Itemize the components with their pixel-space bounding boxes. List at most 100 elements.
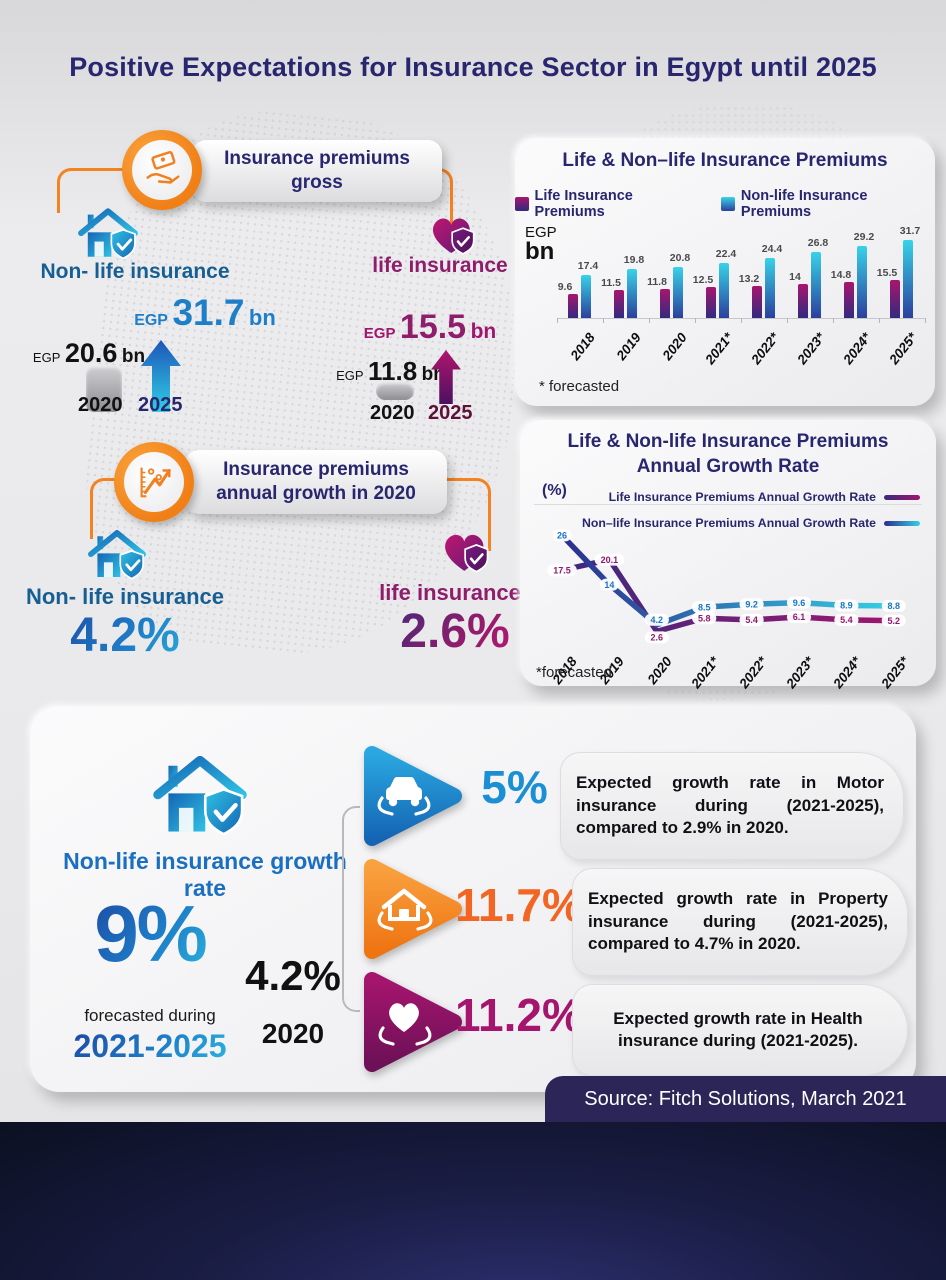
line-chart-svg: 17.5 20.1 2.6 5.8 5.4 6.1 5.4 5.2 26 14 4.2 8.5 9.2 9… — [547, 529, 906, 644]
bar-value-label: 11.5 — [601, 276, 621, 289]
nonlife-year-start: 2020 — [78, 394, 123, 416]
bar-nonlife-2020 — [673, 266, 683, 318]
point-label: 5.2 — [888, 616, 901, 626]
x-tick-label: 2025* — [878, 654, 912, 692]
life-year-end: 2025 — [428, 402, 473, 424]
house-shield-icon — [88, 530, 146, 580]
property-growth-value: 11.7% — [455, 879, 583, 931]
bar-value-label: 14.8 — [830, 268, 852, 281]
divider-line — [534, 504, 922, 505]
growth-nonlife-value: 4.2% — [20, 608, 230, 663]
bar-life-2024* — [844, 281, 854, 318]
point-label-pill — [834, 613, 859, 626]
point-label: 17.5 — [553, 565, 571, 575]
bar-nonlife-2018 — [581, 275, 591, 318]
life-up-arrow — [431, 350, 461, 404]
nonlife-growth-legend-label: Non–life Insurance Premiums Annual Growt… — [581, 516, 876, 530]
connector-right-growth — [442, 478, 491, 551]
bar-chart-footnote: * forecasted — [539, 378, 620, 395]
property-growth-desc: Expected growth rate in Property insuran… — [572, 868, 908, 976]
x-tick-label: 2019 — [613, 330, 644, 363]
nonlife-legend-label: Non-life Insurance Premiums — [740, 188, 868, 220]
growth-chart-icon — [114, 442, 194, 522]
nonlife-up-arrow — [141, 340, 181, 412]
point-label: 26 — [557, 531, 567, 541]
x-tick-label: 2022* — [735, 654, 770, 692]
life-growth-legend-label: Life Insurance Premiums Annual Growth Ra… — [608, 490, 876, 504]
gross-life-label: life insurance — [372, 254, 508, 277]
axis-tick — [925, 318, 926, 323]
property-insurance-icon — [364, 859, 462, 959]
bar-value-label: 26.8 — [807, 237, 829, 250]
x-tick-label: 2020 — [659, 330, 690, 363]
axis-tick — [879, 318, 880, 323]
forecast-period: 2021-2025 — [40, 1028, 260, 1065]
x-tick-label: 2021* — [702, 330, 736, 368]
point-label-pill — [692, 612, 717, 625]
currency-label: EGP — [363, 325, 396, 342]
point-label-pill — [739, 598, 764, 611]
value-2020: 20.6 — [64, 338, 118, 368]
point-label-pill — [644, 613, 669, 626]
point-label-pill — [594, 553, 625, 566]
gross-banner-line2: gross — [291, 172, 343, 193]
bar-nonlife-2023* — [811, 252, 821, 318]
nonlife-legend-swatch — [721, 197, 735, 211]
bar-value-label: 31.7 — [899, 225, 921, 237]
nonlife-growth-legend-swatch — [884, 520, 920, 526]
health-growth-text: Expected growth rate in Health insurance… — [613, 1008, 863, 1050]
axis-tick — [787, 318, 788, 323]
x-tick-label: 2023* — [783, 654, 817, 692]
growth-life-label: life insurance — [379, 580, 521, 605]
life-2020-box — [376, 382, 414, 400]
bar-nonlife-2025* — [903, 240, 913, 318]
x-tick-label: 2021* — [688, 654, 723, 692]
point-label-pill — [881, 599, 906, 612]
x-tick-label: 2024* — [830, 654, 865, 692]
footer: The Egyptian Cabinet Information and Dec… — [0, 1122, 946, 1280]
life-year-start: 2020 — [370, 402, 415, 424]
bar-chart-xlabels: 2018 2019 2020 2021* 2022* 2023* 2024* 2025* — [557, 324, 925, 380]
currency-label: EGP — [134, 312, 168, 329]
point-label: 2.6 — [651, 633, 664, 643]
point-label-pill — [547, 564, 577, 577]
point-label: 5.4 — [840, 615, 853, 625]
property-growth-text: Expected growth rate in Property insuran… — [588, 889, 888, 954]
legend-item-nonlife: Non-life Insurance Premiums — [721, 188, 935, 220]
bar-chart-panel: Life & Non–life Insurance Premiums Life … — [515, 138, 935, 406]
source-bar: Source: Fitch Solutions, March 2021 — [545, 1076, 946, 1122]
bar-nonlife-2019 — [627, 269, 637, 318]
bar-value-label: 11.8 — [647, 275, 667, 288]
bar-nonlife-2024* — [857, 246, 867, 318]
axis-tick — [741, 318, 742, 323]
point-label: 8.8 — [888, 601, 901, 611]
growth-banner: Insurance premiums annual growth in 2020 — [185, 450, 447, 514]
bar-life-2018 — [568, 294, 578, 318]
point-label: 5.8 — [698, 613, 711, 623]
line-chart-ylabel: (%) — [542, 482, 567, 499]
bar-chart-title: Life & Non–life Insurance Premiums — [562, 150, 888, 171]
axis-tick — [649, 318, 650, 323]
growth-banner-line1: Insurance premiums — [223, 459, 409, 481]
connector-left-gross — [57, 168, 130, 213]
items-connector — [342, 806, 360, 1012]
currency-label: EGP — [32, 350, 61, 365]
growth-banner-line2: annual growth in 2020 — [216, 483, 416, 504]
heart-shield-icon — [432, 218, 475, 255]
x-tick-label: 2024* — [840, 330, 874, 368]
gross-nonlife-label: Non- life insurance — [40, 260, 230, 283]
line-legend-nonlife: Non–life Insurance Premiums Annual Growt… — [582, 516, 920, 530]
x-tick-label: 2025* — [886, 330, 920, 368]
gross-nonlife-2020-value: EGP 20.6 bn — [14, 338, 164, 369]
point-label-pill — [600, 578, 619, 591]
point-label-pill — [786, 610, 812, 623]
value-2025: 15.5 — [399, 308, 467, 346]
bar-life-2025* — [890, 279, 900, 318]
life-legend-swatch — [515, 197, 529, 211]
bar-nonlife-2022* — [765, 257, 775, 318]
gross-nonlife-2025-value: EGP 31.7 bn — [90, 292, 320, 334]
point-label-pill — [786, 596, 812, 609]
x-tick-label: 2020 — [644, 654, 675, 687]
value-2020: 11.8 — [368, 356, 418, 386]
bar-value-label: 14 — [789, 270, 801, 283]
